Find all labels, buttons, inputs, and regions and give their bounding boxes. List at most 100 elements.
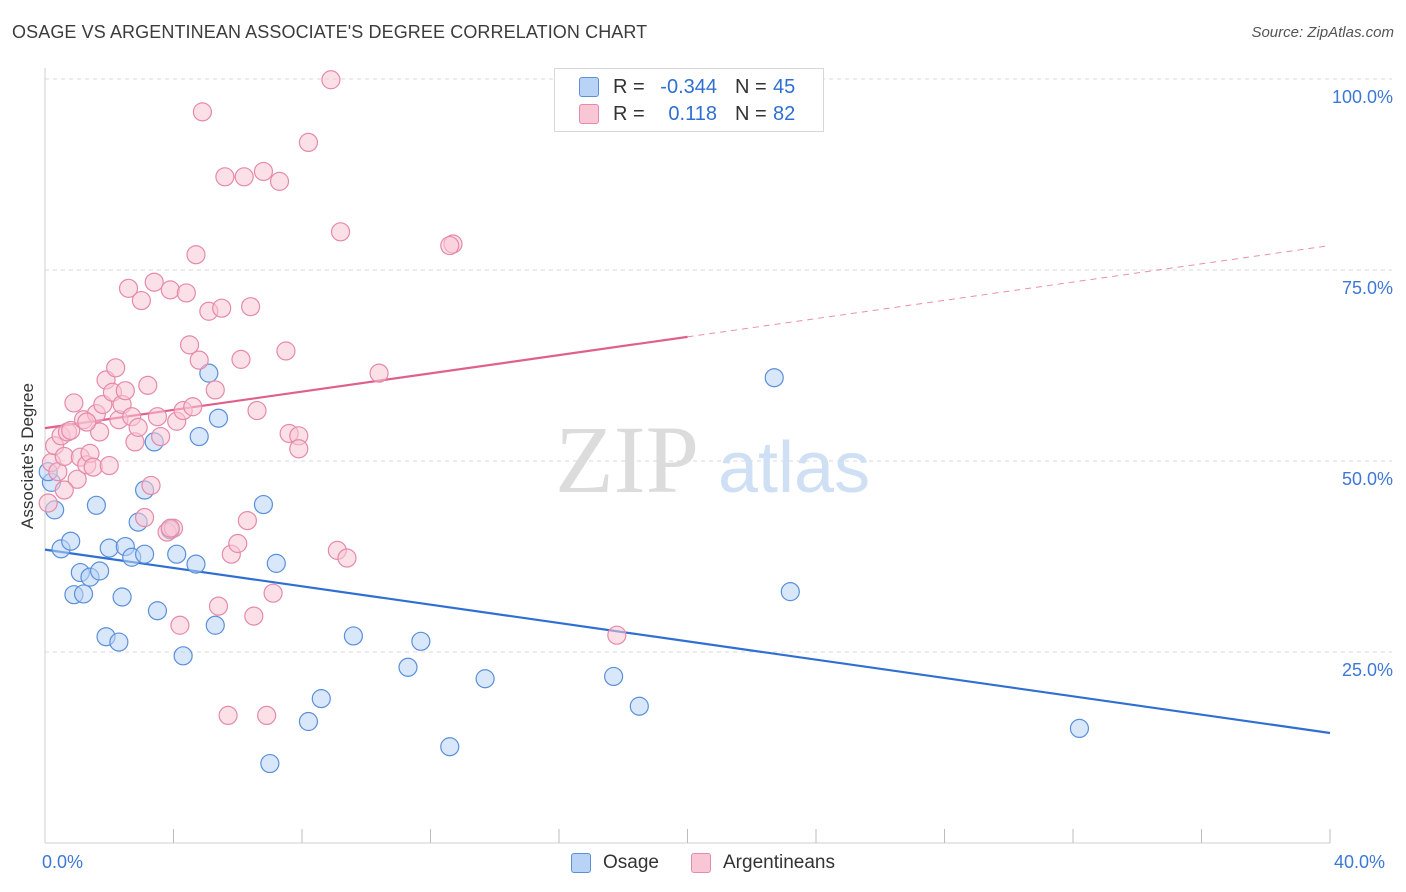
osage-point <box>411 631 431 651</box>
legend-item-osage: Osage <box>571 852 659 874</box>
osage-point <box>86 495 107 515</box>
osage-point <box>311 689 331 709</box>
r-value: -0.344 <box>660 75 717 98</box>
argentineans-point <box>234 167 254 187</box>
argentineans-point <box>192 102 213 122</box>
legend-row-argentineans: R = 0.118 N = 82 <box>579 101 795 127</box>
osage-point <box>61 531 81 551</box>
argentineans-point <box>106 358 126 378</box>
argentineans-point <box>257 705 277 726</box>
chart-title: OSAGE VS ARGENTINEAN ASSOCIATE'S DEGREE … <box>12 22 648 42</box>
x-tick-label-end: 40.0% <box>1334 852 1386 872</box>
argentineans-point <box>170 615 190 635</box>
argentineans-point <box>298 132 319 153</box>
stats-legend: R = -0.344 N = 45 R = 0.118 N = 82 <box>554 68 824 132</box>
osage-point <box>266 553 286 573</box>
argentineans-point <box>176 283 196 303</box>
osage-point <box>147 601 168 621</box>
watermark-atlas: atlas <box>718 428 870 508</box>
osage-point <box>253 494 274 515</box>
y-tick-label: 100.0% <box>1331 87 1393 107</box>
argentineans-point <box>141 475 161 496</box>
argentineans-point <box>131 290 151 311</box>
data-points <box>38 70 1090 774</box>
osage-point <box>440 737 460 757</box>
legend-item-argentineans: Argentineans <box>691 852 835 874</box>
n-value: 82 <box>773 102 796 125</box>
osage-point <box>604 666 624 687</box>
watermark: ZIP atlas <box>555 406 870 513</box>
argentineans-point <box>276 341 296 361</box>
osage-point <box>780 582 800 602</box>
osage-point <box>90 561 110 581</box>
argentineans-point <box>330 222 351 242</box>
argentineans-swatch <box>579 104 599 124</box>
osage-point <box>629 696 649 716</box>
n-value: 45 <box>773 75 796 98</box>
argentineans-point <box>253 161 274 182</box>
argentineans-point <box>99 455 119 476</box>
osage-point <box>173 646 193 666</box>
osage-point <box>343 626 363 646</box>
y-tick-label: 75.0% <box>1341 278 1393 298</box>
argentineans-point <box>237 510 257 531</box>
y-tick-label: 50.0% <box>1341 469 1393 489</box>
osage-point <box>112 587 132 607</box>
argentineans-point <box>67 469 87 489</box>
osage-point <box>260 753 280 774</box>
argentineans-point <box>183 397 203 417</box>
osage-swatch <box>571 853 592 873</box>
osage-point <box>298 711 319 732</box>
source-credit: Source: ZipAtlas.com <box>1251 24 1394 41</box>
argentineans-point <box>337 548 357 568</box>
argentineans-point <box>54 446 74 467</box>
argentineans-point <box>77 412 97 432</box>
legend-label-osage: Osage <box>603 852 659 873</box>
argentineans-point <box>64 393 84 413</box>
osage-point <box>99 538 119 558</box>
argentineans-trend-extension <box>687 245 1331 338</box>
y-tick-label: 25.0% <box>1341 660 1393 680</box>
argentineans-point <box>128 417 148 437</box>
argentineans-point <box>208 596 229 616</box>
argentineans-point <box>160 280 180 300</box>
osage-point <box>398 657 418 677</box>
osage-point <box>208 408 229 428</box>
osage-point <box>189 426 209 447</box>
argentineans-point <box>289 439 309 459</box>
argentineans-point <box>151 426 171 447</box>
argentineans-point <box>144 272 164 292</box>
n-label: N = <box>735 102 767 125</box>
argentineans-point <box>38 493 58 513</box>
argentineans-point <box>269 171 290 191</box>
argentineans-point <box>134 507 155 528</box>
argentineans-point <box>138 375 158 395</box>
argentineans-point <box>241 297 261 317</box>
osage-trend-line <box>44 548 1331 735</box>
series-legend: Osage Argentineans <box>0 852 1406 874</box>
watermark-zip: ZIP <box>555 406 699 513</box>
argentineans-point <box>54 480 74 500</box>
argentineans-point <box>118 278 139 298</box>
argentineans-swatch <box>691 853 711 873</box>
argentineans-point <box>321 70 341 90</box>
argentineans-point <box>369 363 389 383</box>
osage-point <box>199 363 219 383</box>
argentineans-point <box>607 625 627 645</box>
r-label: R = <box>613 102 645 125</box>
osage-point <box>73 584 94 604</box>
argentineans-point <box>228 533 248 554</box>
argentineans-point <box>263 583 283 603</box>
osage-point <box>1069 718 1090 739</box>
argentineans-point <box>205 380 225 400</box>
argentineans-point <box>61 420 81 441</box>
osage-point <box>134 544 155 564</box>
argentineans-point <box>212 298 232 318</box>
osage-point <box>186 554 206 574</box>
argentineans-point <box>244 606 264 626</box>
argentineans-point <box>231 349 251 369</box>
legend-row-osage: R = -0.344 N = 45 <box>579 74 795 100</box>
argentineans-point <box>189 350 209 370</box>
argentineans-point <box>218 705 238 726</box>
legend-label-argentineans: Argentineans <box>723 852 835 873</box>
